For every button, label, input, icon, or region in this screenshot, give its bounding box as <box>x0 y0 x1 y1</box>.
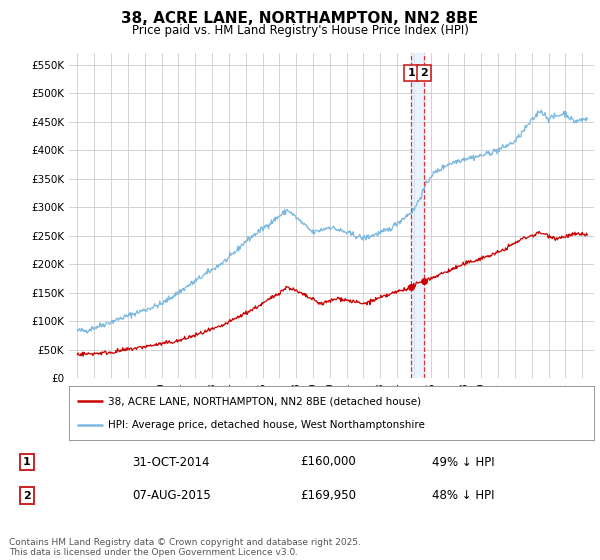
Text: 48% ↓ HPI: 48% ↓ HPI <box>432 489 494 502</box>
Text: 07-AUG-2015: 07-AUG-2015 <box>132 489 211 502</box>
Text: £169,950: £169,950 <box>300 489 356 502</box>
Text: HPI: Average price, detached house, West Northamptonshire: HPI: Average price, detached house, West… <box>109 419 425 430</box>
Text: £160,000: £160,000 <box>300 455 356 469</box>
Text: 1: 1 <box>407 68 415 78</box>
Text: 38, ACRE LANE, NORTHAMPTON, NN2 8BE (detached house): 38, ACRE LANE, NORTHAMPTON, NN2 8BE (det… <box>109 396 421 407</box>
Text: 2: 2 <box>420 68 428 78</box>
Text: Contains HM Land Registry data © Crown copyright and database right 2025.
This d: Contains HM Land Registry data © Crown c… <box>9 538 361 557</box>
Text: 1: 1 <box>23 457 31 467</box>
Text: 49% ↓ HPI: 49% ↓ HPI <box>432 455 494 469</box>
Text: Price paid vs. HM Land Registry's House Price Index (HPI): Price paid vs. HM Land Registry's House … <box>131 24 469 37</box>
Text: 2: 2 <box>23 491 31 501</box>
Text: 38, ACRE LANE, NORTHAMPTON, NN2 8BE: 38, ACRE LANE, NORTHAMPTON, NN2 8BE <box>121 11 479 26</box>
Text: 31-OCT-2014: 31-OCT-2014 <box>132 455 209 469</box>
Bar <box>411 53 424 378</box>
